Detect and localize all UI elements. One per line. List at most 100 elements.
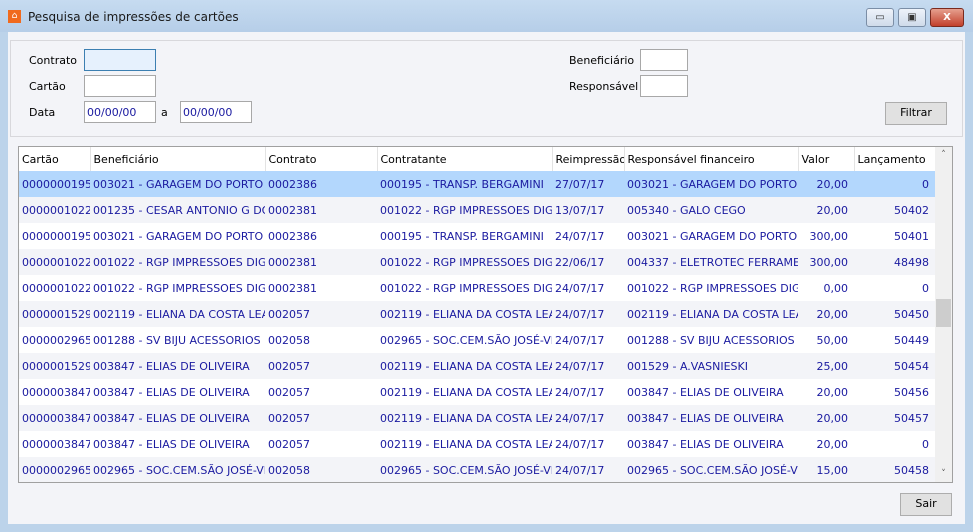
column-header-beneficiario[interactable]: Beneficiário [90, 147, 266, 171]
cell-cartao: 0000000195 [22, 229, 90, 243]
cell-reimpressao: 22/06/17 [552, 249, 624, 275]
cell-reimpressao: 24/07/17 [555, 281, 605, 295]
responsavel-input[interactable] [640, 75, 688, 97]
vertical-scrollbar[interactable]: ˄ ˅ [935, 147, 952, 482]
cell-beneficiario: 003847 - ELIAS DE OLIVEIRA [90, 353, 265, 379]
filter-panel: Contrato Cartão Data a Beneficiário Resp… [10, 40, 963, 137]
cell-reimpressao: 24/07/17 [555, 229, 605, 243]
cell-valor: 20,00 [798, 405, 854, 431]
column-header-valor[interactable]: Valor [798, 147, 855, 171]
cell-cartao: 0000001529 [19, 301, 90, 327]
cell-contratante: 002119 - ELIANA DA COSTA LEAL [377, 301, 552, 327]
cell-contratante: 001022 - RGP IMPRESSOES DIG [377, 197, 552, 223]
cell-contrato: 0002386 [268, 229, 317, 243]
cell-cartao: 0000002965 [19, 457, 90, 482]
column-header-reimpressao[interactable]: Reimpressão [552, 147, 625, 171]
cell-contrato: 002057 [268, 385, 310, 399]
data-label: Data [29, 106, 56, 119]
table-row[interactable]: 0000002965 002965 - SOC.CEM.SÃO JOSÉ-VIL 0… [19, 457, 935, 482]
cell-responsavel: 001022 - RGP IMPRESSOES DIG [627, 281, 798, 295]
cell-contratante: 001022 - RGP IMPRESSOES DIG [380, 281, 552, 295]
contrato-label: Contrato [29, 54, 78, 67]
cell-contratante: 002119 - ELIANA DA COSTA LEAL [377, 353, 552, 379]
cell-responsavel: 003021 - GARAGEM DO PORTO LTI [627, 229, 798, 243]
cell-contrato: 0002386 [265, 171, 377, 197]
table-row[interactable]: 0000001529 003847 - ELIAS DE OLIVEIRA 0020… [19, 353, 935, 379]
results-grid: Cartão Beneficiário Contrato Contratante Rei… [18, 146, 953, 483]
cell-beneficiario: 002965 - SOC.CEM.SÃO JOSÉ-VIL [90, 457, 265, 482]
cell-contrato: 0002381 [265, 249, 377, 275]
table-row[interactable]: 0000001022 001022 - RGP IMPRESSOES DIG 000… [19, 275, 935, 301]
cell-beneficiario: 003021 - GARAGEM DO PORTO LTI [93, 229, 265, 243]
app-icon: ⌂ [8, 10, 21, 23]
cell-lancamento: 48498 [854, 249, 935, 275]
cell-cartao: 0000001022 [22, 281, 90, 295]
cell-cartao: 0000003847 [22, 437, 90, 451]
column-header-contrato[interactable]: Contrato [265, 147, 378, 171]
scroll-thumb[interactable] [936, 299, 951, 327]
cartao-input[interactable] [84, 75, 156, 97]
cell-contrato: 002057 [265, 405, 377, 431]
column-header-responsavel[interactable]: Responsável financeiro [624, 147, 799, 171]
cell-beneficiario: 001022 - RGP IMPRESSOES DIG [90, 249, 265, 275]
cell-beneficiario: 003847 - ELIAS DE OLIVEIRA [93, 437, 250, 451]
cell-cartao: 0000003847 [22, 385, 90, 399]
cell-contrato: 002057 [268, 437, 310, 451]
minimize-button[interactable]: ▭ [866, 8, 894, 27]
cell-contratante: 002119 - ELIANA DA COSTA LEAL [380, 437, 552, 451]
cell-valor: 50,00 [816, 333, 849, 347]
beneficiario-label: Beneficiário [569, 54, 635, 67]
cell-lancamento: 50458 [854, 457, 935, 482]
scroll-up-arrow[interactable]: ˄ [941, 150, 946, 160]
sair-button[interactable]: Sair [900, 493, 952, 516]
cell-contratante: 002119 - ELIANA DA COSTA LEAL [377, 405, 552, 431]
cell-lancamento: 0 [854, 171, 935, 197]
close-button[interactable]: X [930, 8, 964, 27]
data-separator: a [161, 106, 168, 119]
cell-contrato: 002058 [268, 333, 310, 347]
cell-lancamento: 50456 [894, 385, 929, 399]
cell-reimpressao: 24/07/17 [555, 385, 605, 399]
cell-contrato: 002057 [265, 301, 377, 327]
table-row[interactable]: 0000003847 003847 - ELIAS DE OLIVEIRA 0020… [19, 405, 935, 431]
data-to-input[interactable] [180, 101, 252, 123]
window-title: Pesquisa de impressões de cartões [28, 10, 239, 24]
table-row[interactable]: 0000001022 001235 - CESAR ANTONIO G DOS 00… [19, 197, 935, 223]
cell-valor: 300,00 [809, 229, 849, 243]
cell-responsavel: 004337 - ELETROTEC FERRAMENT [624, 249, 798, 275]
column-header-lancamento[interactable]: Lançamento [854, 147, 936, 171]
cell-lancamento: 50454 [854, 353, 935, 379]
table-row[interactable]: 0000003847 003847 - ELIAS DE OLIVEIRA 0020… [19, 431, 935, 457]
cell-responsavel: 003847 - ELIAS DE OLIVEIRA [624, 405, 798, 431]
cell-responsavel: 005340 - GALO CEGO [624, 197, 798, 223]
table-row[interactable]: 0000001529 002119 - ELIANA DA COSTA LEAL 0… [19, 301, 935, 327]
filtrar-button[interactable]: Filtrar [885, 102, 947, 125]
table-row[interactable]: 0000001022 001022 - RGP IMPRESSOES DIG 000… [19, 249, 935, 275]
cell-lancamento: 0 [922, 437, 929, 451]
table-row[interactable]: 0000003847 003847 - ELIAS DE OLIVEIRA 0020… [19, 379, 935, 405]
cell-valor: 20,00 [798, 171, 854, 197]
data-from-input[interactable] [84, 101, 156, 123]
scroll-down-arrow[interactable]: ˅ [941, 469, 946, 479]
cell-valor: 20,00 [798, 301, 854, 327]
cell-contratante: 002119 - ELIANA DA COSTA LEAL [380, 385, 552, 399]
cell-cartao: 0000002965 [22, 333, 90, 347]
cell-valor: 0,00 [823, 281, 849, 295]
cell-responsavel: 002119 - ELIANA DA COSTA LEAL [624, 301, 798, 327]
cell-responsavel: 003847 - ELIAS DE OLIVEIRA [627, 437, 784, 451]
column-header-cartao[interactable]: Cartão [19, 147, 91, 171]
cell-beneficiario: 001288 - SV BIJU ACESSORIOS L [93, 333, 265, 347]
beneficiario-input[interactable] [640, 49, 688, 71]
cell-reimpressao: 24/07/17 [552, 405, 624, 431]
cell-cartao: 0000001529 [19, 353, 90, 379]
cell-beneficiario: 003847 - ELIAS DE OLIVEIRA [93, 385, 250, 399]
table-row[interactable]: 0000000195 003021 - GARAGEM DO PORTO LTI 0… [19, 171, 935, 197]
cell-lancamento: 50457 [854, 405, 935, 431]
maximize-button[interactable]: ▣ [898, 8, 926, 27]
window-client: Contrato Cartão Data a Beneficiário Resp… [8, 32, 965, 524]
column-header-contratante[interactable]: Contratante [377, 147, 553, 171]
responsavel-label: Responsável [569, 80, 639, 93]
contrato-input[interactable] [84, 49, 156, 71]
table-row[interactable]: 0000000195 003021 - GARAGEM DO PORTO LTI 0… [19, 223, 935, 249]
